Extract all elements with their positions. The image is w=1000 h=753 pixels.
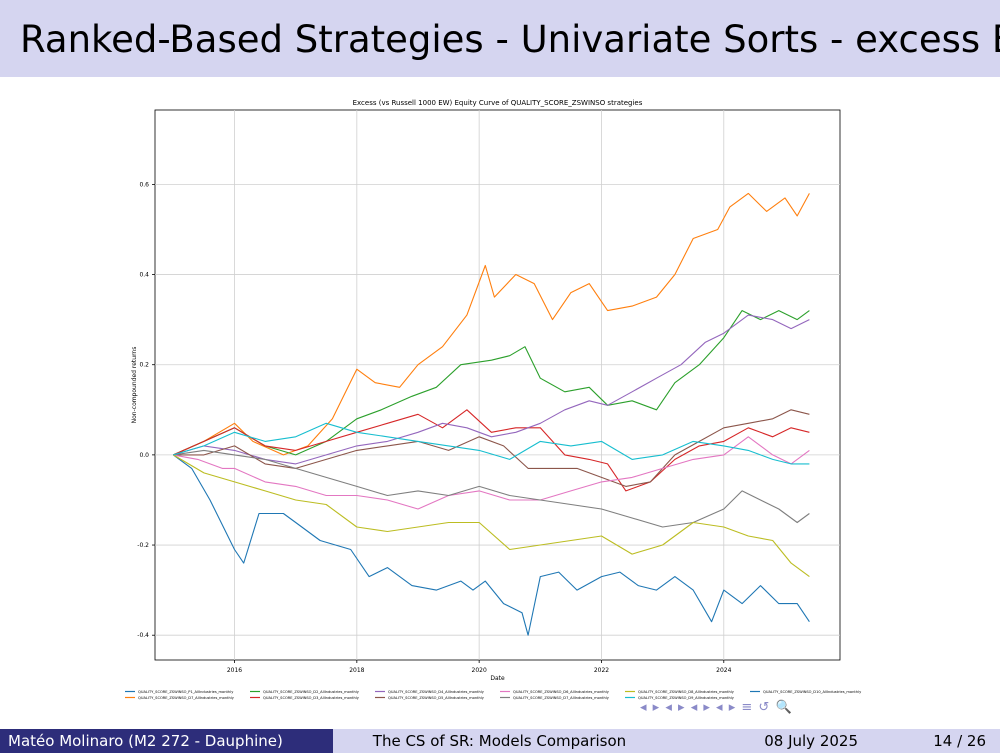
x-tick-label: 2020 [472,667,487,674]
plot-area [154,109,841,661]
legend-label: QUALITY_SCORE_ZSWINSO_P1_AllIndustries_m… [138,690,234,694]
slide-title: Ranked-Based Strategies - Univariate Sor… [20,18,1000,61]
x-tick-label: 2022 [594,667,609,674]
y-tick-label: -0.4 [137,632,149,639]
nav-section-forward-icon[interactable]: ▸ [703,700,711,715]
nav-frame-back-icon[interactable]: ◂ [640,700,648,715]
x-tick-label: 2018 [349,667,364,674]
y-tick-label: 0.2 [139,362,149,369]
nav-undo-icon[interactable]: ↺ [758,700,771,715]
nav-slide-forward-icon[interactable]: ▸ [728,700,737,715]
nav-frame-forward-icon[interactable]: ▸ [652,700,661,715]
series-line-4 [173,314,810,465]
legend-label: QUALITY_SCORE_ZSWINSO_D7_AllIndustries_m… [138,696,235,700]
beamer-navigation-icons[interactable]: ◂ ▸ ◂ ▸ ◂ ▸ ◂ ▸ ≡ ↺ 🔍 [640,700,793,715]
y-axis-label: Non-compounded returns [131,347,138,424]
x-axis-label: Date [490,675,505,682]
legend-label: QUALITY_SCORE_ZSWINSO_D9_AllIndustries_m… [638,696,735,700]
footer-page-number: 14 / 26 [898,729,1000,753]
equity-curve-chart: 2016 2018 2020 2022 2024 -0.4 -0.2 0.0 0.2 0.4 0.6… [125,99,862,700]
footer-bar: Matéo Molinaro (M2 272 - Dauphine) The C… [0,729,1000,753]
series-line-2 [173,310,810,456]
series-line-1 [173,192,810,456]
slide-title-bar: Ranked-Based Strategies - Univariate Sor… [0,0,1000,77]
legend-label: QUALITY_SCORE_ZSWINSO_D2_AllIndustries_m… [263,690,360,694]
chart-container: 2016 2018 2020 2022 2024 -0.4 -0.2 0.0 0.2 0.4 0.6… [0,90,1000,710]
legend-label: QUALITY_SCORE_ZSWINSO_D6_AllIndustries_m… [513,690,610,694]
x-tick-label: 2016 [227,667,242,674]
nav-menu-icon[interactable]: ≡ [741,700,754,715]
footer-date: 08 July 2025 [666,729,898,753]
nav-subsection-back-icon[interactable]: ◂ [665,700,673,715]
legend-label: QUALITY_SCORE_ZSWINSO_D3_AllIndustries_m… [263,696,360,700]
chart-title: Excess (vs Russell 1000 EW) Equity Curve… [353,99,643,107]
series-line-9 [173,422,810,465]
series-line-7 [173,449,810,528]
nav-slide-back-icon[interactable]: ◂ [716,700,724,715]
nav-search-icon[interactable]: 🔍 [775,700,793,715]
legend-label: QUALITY_SCORE_ZSWINSO_D10_AllIndustries_… [763,690,862,694]
footer-author: Matéo Molinaro (M2 272 - Dauphine) [0,729,333,753]
series-line-6 [173,436,810,510]
y-tick-label: 0.0 [139,452,149,459]
legend-label: QUALITY_SCORE_ZSWINSO_D8_AllIndustries_m… [638,690,735,694]
series-line-0 [172,454,810,636]
legend-label: QUALITY_SCORE_ZSWINSO_D4_AllIndustries_m… [388,690,485,694]
legend-label: QUALITY_SCORE_ZSWINSO_D7_AllIndustries_m… [513,696,610,700]
series-line-8 [173,454,810,578]
x-tick-label: 2024 [716,667,731,674]
nav-subsection-forward-icon[interactable]: ▸ [678,700,686,715]
legend-label: QUALITY_SCORE_ZSWINSO_D5_AllIndustries_m… [388,696,485,700]
nav-section-back-icon[interactable]: ◂ [690,700,699,715]
y-tick-label: 0.4 [139,272,149,279]
y-tick-label: 0.6 [139,181,149,188]
y-tick-label: -0.2 [137,542,149,549]
footer-talk-title: The CS of SR: Models Comparison [333,729,666,753]
